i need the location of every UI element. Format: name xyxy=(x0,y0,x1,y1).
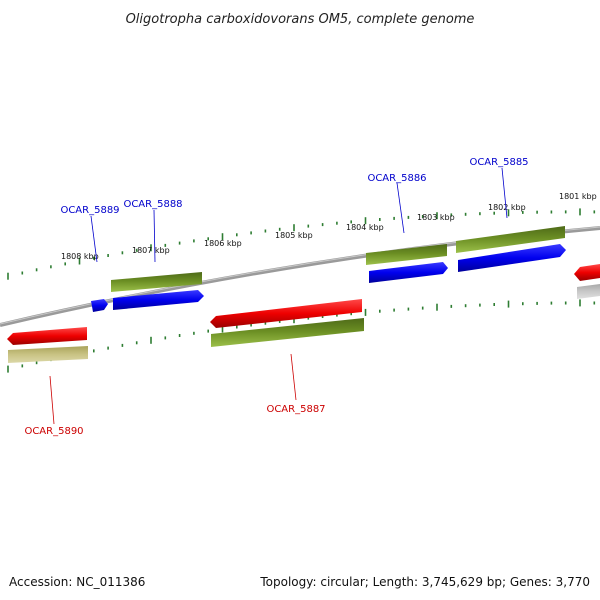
gene-ocar-5890[interactable] xyxy=(7,327,87,345)
gene-label-ocar-5885[interactable]: OCAR_5885 xyxy=(469,157,528,168)
gene-ocar-5888[interactable] xyxy=(113,290,204,310)
orf-bar[interactable] xyxy=(211,318,364,347)
scale-label-1807: 1807 kbp xyxy=(132,246,170,255)
gene-label-ocar-5890[interactable]: OCAR_5890 xyxy=(24,426,83,437)
scale-ticks-upper xyxy=(7,208,596,280)
label-connector xyxy=(90,215,98,263)
gene-ocar-5887[interactable] xyxy=(210,299,362,328)
orf-bar[interactable] xyxy=(111,272,202,292)
orf-bar[interactable] xyxy=(577,284,600,299)
label-connector xyxy=(290,353,297,401)
scale-label-1808: 1808 kbp xyxy=(61,252,99,261)
label-connector xyxy=(153,209,156,263)
scale-label-1804: 1804 kbp xyxy=(346,223,384,232)
gene-ocar-5886[interactable] xyxy=(369,262,448,283)
gene-reverse-edge[interactable] xyxy=(574,264,600,281)
gene-label-ocar-5886[interactable]: OCAR_5886 xyxy=(367,173,426,184)
label-connector xyxy=(501,167,508,219)
scale-label-1805: 1805 kbp xyxy=(275,231,313,240)
genome-summary-text: Topology: circular; Length: 3,745,629 bp… xyxy=(260,575,590,589)
scale-label-1802: 1802 kbp xyxy=(488,203,526,212)
orf-bar[interactable] xyxy=(456,226,565,253)
scale-label-1801: 1801 kbp xyxy=(559,192,597,201)
label-connector xyxy=(49,375,55,425)
map-title: Oligotropha carboxidovorans OM5, complet… xyxy=(126,12,475,27)
scale-label-1803: 1803 kbp xyxy=(417,213,455,222)
gene-ocar-5889[interactable] xyxy=(91,299,108,312)
gene-ocar-5885[interactable] xyxy=(458,244,566,272)
orf-bar[interactable] xyxy=(8,346,88,363)
scale-label-1806: 1806 kbp xyxy=(204,239,242,248)
gene-label-ocar-5887[interactable]: OCAR_5887 xyxy=(266,404,325,415)
label-connector xyxy=(396,182,405,234)
accession-text: Accession: NC_011386 xyxy=(9,575,146,589)
orf-bar[interactable] xyxy=(366,244,447,265)
gene-label-ocar-5888[interactable]: OCAR_5888 xyxy=(123,199,182,210)
gene-label-ocar-5889[interactable]: OCAR_5889 xyxy=(60,205,119,216)
